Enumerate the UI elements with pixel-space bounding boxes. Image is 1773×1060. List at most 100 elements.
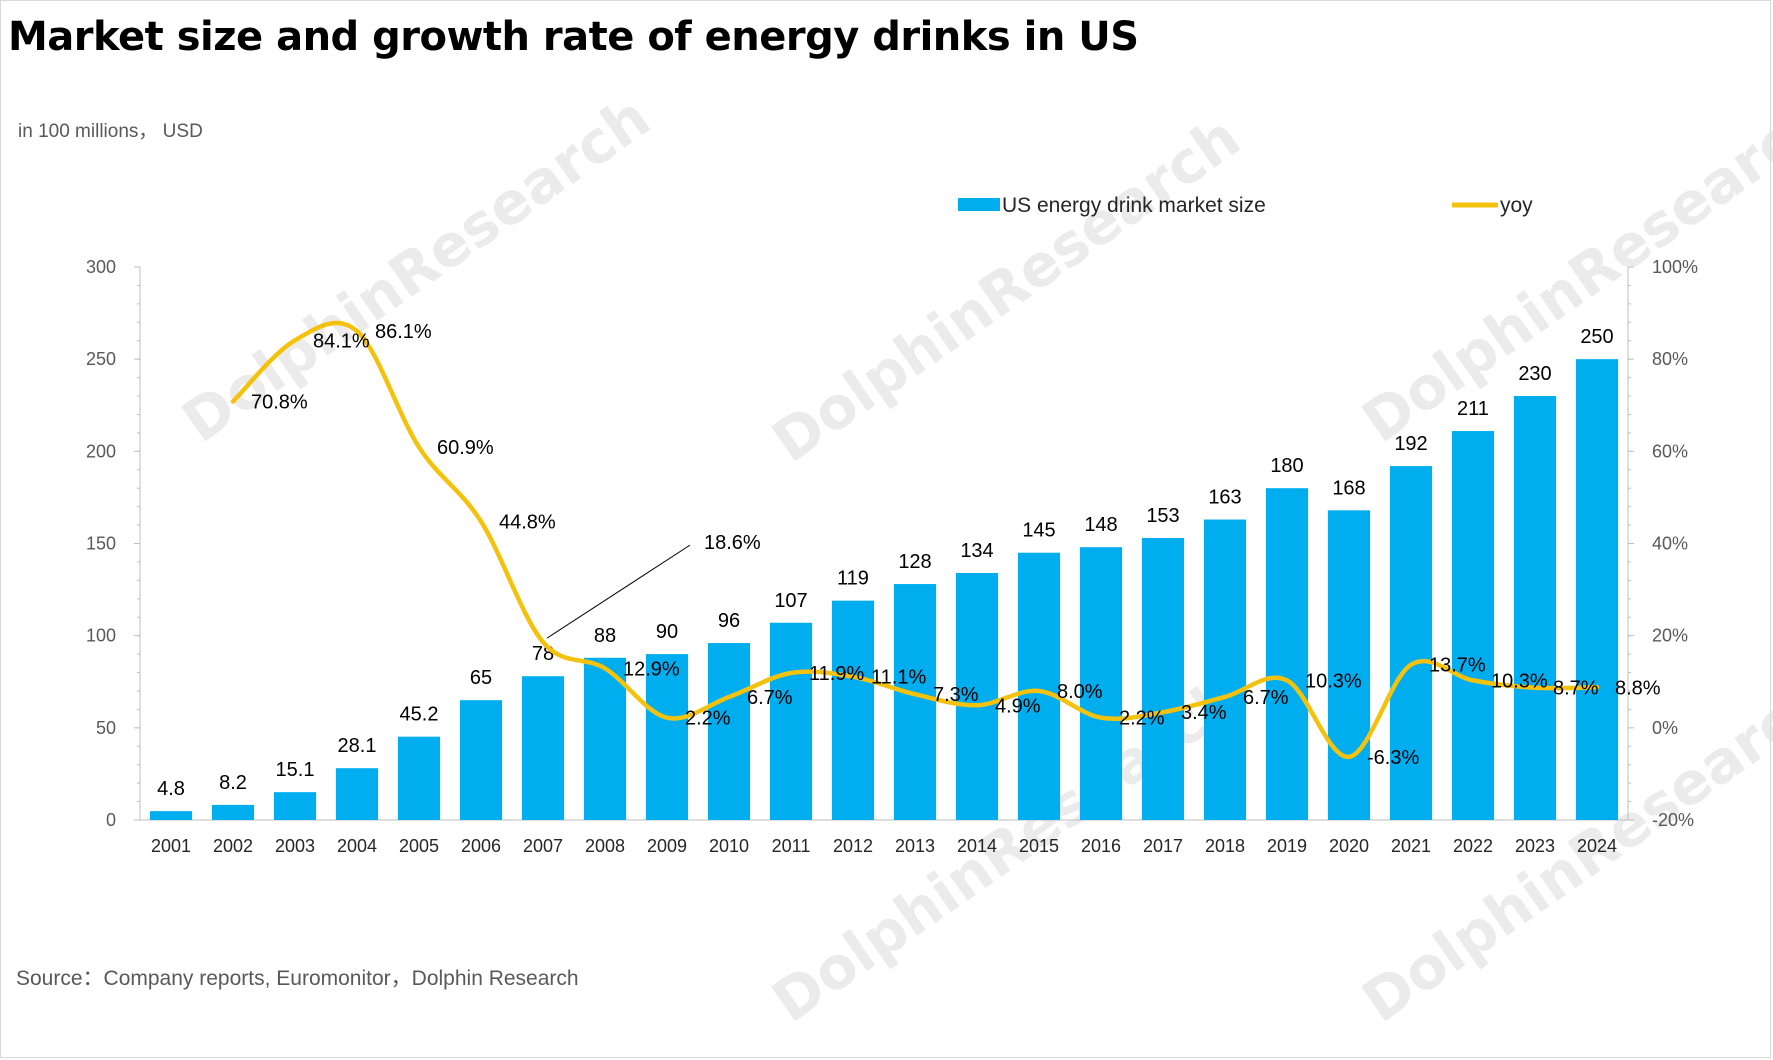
- left-tick-label: 250: [86, 349, 116, 369]
- yoy-value-label: 84.1%: [313, 330, 370, 352]
- bar: [1141, 537, 1185, 820]
- right-tick-label: 20%: [1652, 626, 1688, 646]
- category-label: 2001: [151, 836, 191, 856]
- category-label: 2009: [647, 836, 687, 856]
- yoy-value-label: 18.6%: [704, 532, 761, 554]
- bar: [1017, 552, 1061, 820]
- bar: [707, 643, 751, 820]
- category-label: 2012: [833, 836, 873, 856]
- category-label: 2020: [1329, 836, 1369, 856]
- category-label: 2017: [1143, 836, 1183, 856]
- right-tick-label: 0%: [1652, 718, 1678, 738]
- yoy-value-label: 2.2%: [1119, 708, 1165, 730]
- left-tick-label: 0: [106, 810, 116, 830]
- bar-value-label: 4.8: [157, 778, 185, 800]
- bar-value-label: 230: [1518, 363, 1551, 385]
- bar: [1513, 396, 1557, 820]
- right-tick-label: 100%: [1652, 257, 1698, 277]
- left-tick-label: 300: [86, 257, 116, 277]
- yoy-value-label: 12.9%: [623, 658, 680, 680]
- category-label: 2021: [1391, 836, 1431, 856]
- category-label: 2023: [1515, 836, 1555, 856]
- left-tick-label: 100: [86, 626, 116, 646]
- left-tick-label: 50: [96, 718, 116, 738]
- category-label: 2014: [957, 836, 997, 856]
- yoy-value-label: 4.9%: [995, 695, 1041, 717]
- bar-value-label: 192: [1394, 433, 1427, 455]
- bar-value-label: 88: [594, 625, 616, 647]
- bar: [1203, 519, 1247, 820]
- bar-value-label: 28.1: [338, 735, 377, 757]
- bar-value-label: 107: [774, 590, 807, 612]
- legend: US energy drink market size yoy: [958, 194, 1533, 217]
- category-label: 2004: [337, 836, 377, 856]
- yoy-line: [230, 320, 1600, 760]
- bar-value-label: 128: [898, 551, 931, 573]
- bar: [1451, 431, 1495, 820]
- right-tick-label: 80%: [1652, 349, 1688, 369]
- bar: [1575, 359, 1619, 820]
- bar-value-label: 168: [1332, 477, 1365, 499]
- yoy-value-label: 8.0%: [1057, 681, 1103, 703]
- bar: [521, 676, 565, 820]
- label-leader-line: [546, 544, 691, 639]
- left-tick-label: 150: [86, 534, 116, 554]
- bar-value-label: 78: [532, 643, 554, 665]
- bar-value-label: 15.1: [276, 759, 315, 781]
- bar-value-label: 211: [1457, 398, 1489, 420]
- unit-note: in 100 millions， USD: [18, 121, 203, 142]
- yoy-value-label: 8.7%: [1553, 678, 1599, 700]
- chart-title: Market size and growth rate of energy dr…: [8, 14, 1139, 60]
- category-label: 2024: [1577, 836, 1617, 856]
- bar-value-label: 134: [960, 540, 993, 562]
- bar-value-label: 45.2: [400, 704, 439, 726]
- bar-value-label: 180: [1270, 455, 1303, 477]
- right-tick-label: 40%: [1652, 534, 1688, 554]
- category-label: 2006: [461, 836, 501, 856]
- bar: [149, 811, 193, 820]
- bar-value-label: 90: [656, 621, 678, 643]
- category-label: 2011: [772, 836, 811, 856]
- category-label: 2018: [1205, 836, 1245, 856]
- category-label: 2013: [895, 836, 935, 856]
- bar-value-label: 145: [1022, 520, 1055, 542]
- bar: [831, 600, 875, 820]
- category-label: 2022: [1453, 836, 1493, 856]
- bar-value-label: 119: [837, 568, 869, 590]
- left-tick-label: 200: [86, 441, 116, 461]
- category-label: 2005: [399, 836, 439, 856]
- yoy-value-label: 86.1%: [375, 321, 432, 343]
- bar-value-label: 163: [1208, 487, 1241, 509]
- category-label: 2008: [585, 836, 625, 856]
- yoy-value-label: 6.7%: [1243, 687, 1289, 709]
- bar: [397, 736, 441, 820]
- category-label: 2007: [523, 836, 563, 856]
- yoy-value-label: 7.3%: [933, 684, 979, 706]
- bar-value-label: 8.2: [219, 772, 247, 794]
- category-label: 2010: [709, 836, 749, 856]
- category-label: 2003: [275, 836, 315, 856]
- yoy-value-label: 3.4%: [1181, 702, 1227, 724]
- source-note: Source：Company reports, Euromonitor，Dolp…: [16, 967, 579, 990]
- category-label: 2002: [213, 836, 253, 856]
- bar: [769, 622, 813, 820]
- bar-value-label: 65: [470, 667, 492, 689]
- bar: [645, 654, 689, 820]
- yoy-value-label: 13.7%: [1429, 655, 1486, 677]
- bar: [583, 657, 627, 820]
- bar: [1079, 547, 1123, 820]
- right-tick-label: 60%: [1652, 441, 1688, 461]
- right-tick-label: -20%: [1652, 810, 1694, 830]
- bar: [1327, 510, 1371, 820]
- legend-label-line: yoy: [1500, 194, 1533, 217]
- bar: [459, 700, 503, 820]
- bar-value-label: 250: [1580, 326, 1613, 348]
- yoy-value-label: 6.7%: [747, 687, 793, 709]
- bar: [1389, 466, 1433, 820]
- bar: [335, 768, 379, 820]
- yoy-value-label: 8.8%: [1615, 677, 1661, 699]
- yoy-value-label: 60.9%: [437, 437, 494, 459]
- yoy-value-label: 10.3%: [1305, 670, 1362, 692]
